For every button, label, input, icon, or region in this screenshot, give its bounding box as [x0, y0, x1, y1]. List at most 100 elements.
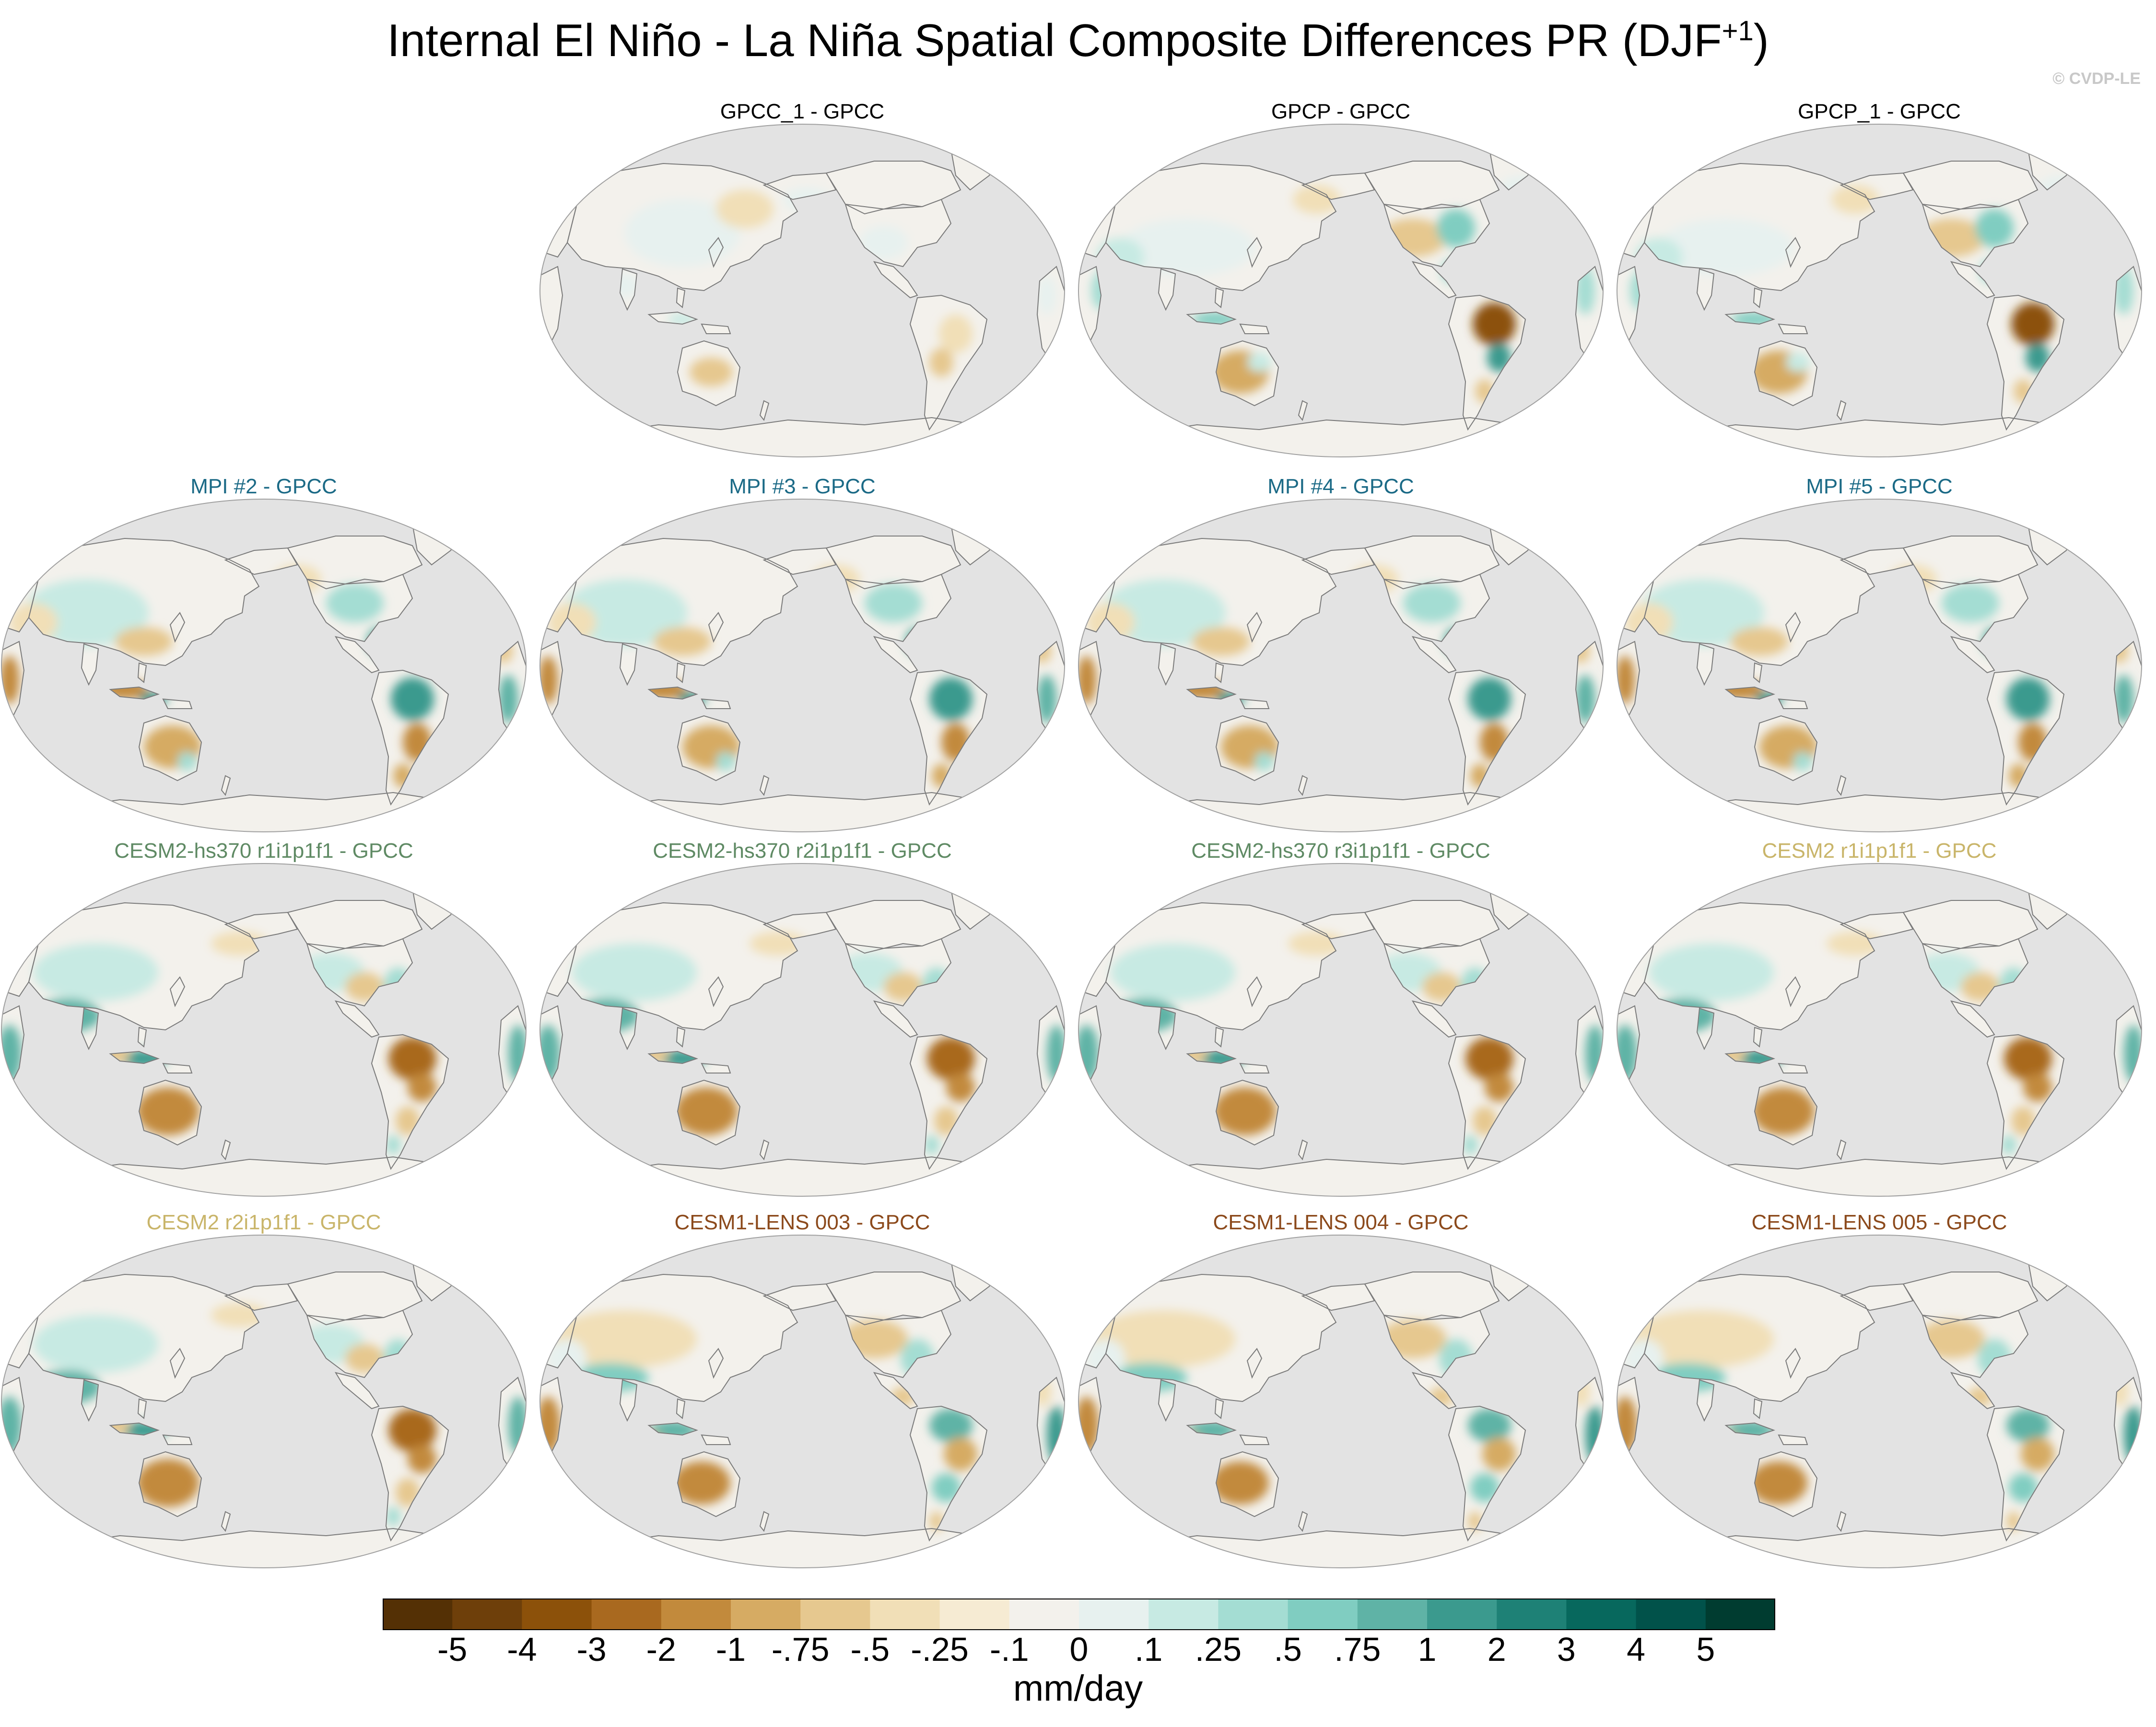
- coastline: [759, 1139, 770, 1161]
- world-map: [539, 863, 1065, 1197]
- coastline: [1922, 573, 2029, 642]
- coastline: [873, 1000, 918, 1038]
- anomaly-region: [1473, 303, 1516, 346]
- coastline: [1, 1377, 25, 1465]
- anomaly-region: [177, 752, 197, 771]
- coastline: [1643, 163, 1875, 292]
- map-border: [539, 124, 1065, 457]
- coastline: [1617, 1377, 1640, 1465]
- anomaly-region: [716, 190, 773, 228]
- coastline: [1778, 323, 1808, 334]
- colorbar-swatch: [1148, 1599, 1219, 1630]
- coastline: [1078, 641, 1102, 729]
- anomaly-region: [34, 944, 158, 1001]
- coastline: [138, 1451, 202, 1517]
- coastline: [1696, 268, 1715, 311]
- map-panel-title: CESM2-hs370 r2i1p1f1 - GPCC: [653, 839, 952, 863]
- map-panel-title: CESM1-LENS 004 - GPCC: [1213, 1211, 1469, 1234]
- anomaly-region: [1827, 932, 1884, 956]
- map-border: [1078, 499, 1604, 832]
- coastline: [371, 1405, 449, 1542]
- coastline: [1840, 547, 1914, 575]
- anomaly-region: [1576, 675, 1595, 723]
- coastline: [647, 1422, 698, 1436]
- coastline: [1411, 261, 1457, 299]
- anomaly-region: [673, 1461, 730, 1505]
- coastline: [1158, 643, 1176, 686]
- map-panel: CESM1-LENS 003 - GPCC: [539, 1211, 1066, 1575]
- anomaly-region: [326, 584, 384, 622]
- coastline: [759, 1511, 770, 1532]
- coastline: [1785, 976, 1801, 1007]
- coastline: [1, 1005, 25, 1093]
- coastline: [1448, 1034, 1526, 1170]
- coastline: [1778, 698, 1808, 709]
- anomaly-region: [572, 944, 697, 1001]
- colorbar-tick-label: .75: [1334, 1631, 1381, 1668]
- coastline: [1617, 641, 1640, 729]
- map-border: [1617, 863, 2142, 1197]
- map-panel: CESM2 r2i1p1f1 - GPCC: [0, 1211, 527, 1575]
- anomaly-region: [654, 627, 711, 656]
- coastline: [1643, 902, 1875, 1031]
- coastline: [81, 643, 99, 686]
- coastline: [1986, 1034, 2065, 1170]
- colorbar-swatch: [939, 1599, 1010, 1630]
- anomaly-region: [716, 752, 735, 771]
- world-map: [1078, 499, 1604, 832]
- coastline: [1383, 198, 1490, 268]
- colorbar-tick-label: -.25: [911, 1631, 969, 1668]
- coastline: [1301, 1283, 1375, 1311]
- anomaly-region: [508, 1397, 526, 1454]
- map-panel-title: MPI #2 - GPCC: [190, 475, 337, 498]
- anomaly-region: [927, 1037, 975, 1080]
- map-panel-title: GPCC_1 - GPCC: [720, 100, 885, 123]
- coastline: [1724, 686, 1775, 700]
- coastline: [169, 1348, 186, 1379]
- map-panel-title: MPI #5 - GPCC: [1806, 475, 1953, 498]
- coastline: [1754, 715, 1818, 782]
- anomaly-region: [1247, 353, 1271, 372]
- anomaly-region: [1047, 1025, 1065, 1083]
- colorbar-tick-label: 2: [1487, 1631, 1506, 1668]
- coastline: [1246, 976, 1263, 1007]
- coastline: [701, 1434, 731, 1445]
- anomaly-region: [1649, 944, 1774, 1001]
- map-panel-title: CESM2 r1i1p1f1 - GPCC: [1762, 839, 1997, 863]
- coastline: [162, 698, 193, 709]
- coastline: [1836, 400, 1847, 421]
- anomaly-region: [1630, 1310, 1774, 1368]
- coastline: [708, 237, 724, 268]
- world-map: [1078, 124, 1604, 457]
- coastline: [1754, 1079, 1818, 1146]
- anomaly-region: [1214, 1087, 1276, 1135]
- coastline: [1448, 294, 1526, 431]
- coastline: [909, 1405, 988, 1542]
- coastline: [844, 938, 952, 1007]
- coastline: [676, 1027, 686, 1048]
- coastline: [224, 911, 298, 940]
- anomaly-region: [1293, 185, 1341, 214]
- coastline: [169, 612, 186, 643]
- world-map: [539, 499, 1065, 832]
- colorbar-tick-label: -.5: [850, 1631, 890, 1668]
- anomaly-region: [946, 1073, 975, 1102]
- coastline: [28, 1273, 260, 1402]
- colorbar-tick-label: 1: [1418, 1631, 1437, 1668]
- coastline: [306, 938, 413, 1007]
- coastline: [138, 1079, 202, 1146]
- map-border: [1078, 124, 1604, 457]
- coastline: [1754, 340, 1818, 407]
- colorbar-tick-label: 3: [1557, 1631, 1576, 1668]
- map-border: [539, 863, 1065, 1197]
- coastline: [566, 537, 798, 666]
- coastline: [1724, 1422, 1775, 1436]
- coastline: [540, 641, 563, 729]
- coastline: [137, 1398, 147, 1419]
- colorbar-swatch: [1566, 1599, 1637, 1630]
- coastline: [1448, 1405, 1526, 1542]
- map-panel-title: MPI #3 - GPCC: [729, 475, 876, 498]
- coastline: [334, 1372, 380, 1410]
- coastline: [1950, 1000, 1995, 1038]
- colorbar-tick-label: .1: [1134, 1631, 1163, 1668]
